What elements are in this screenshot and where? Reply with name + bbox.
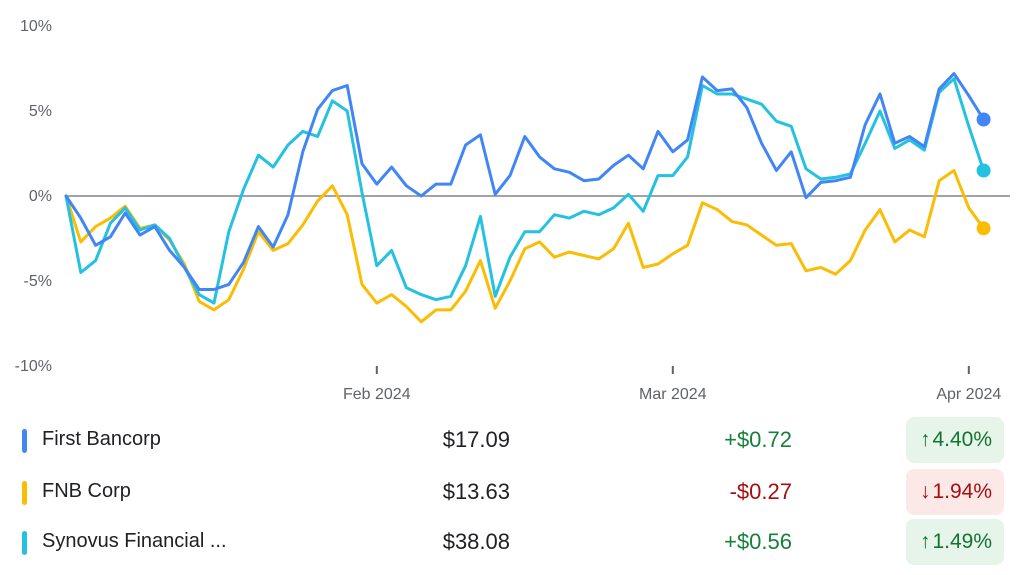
y-tick-label: -5% (24, 273, 52, 290)
x-axis: Feb 2024 Mar 2024 Apr 2024 (343, 366, 1001, 403)
price-change: +$0.72 (724, 427, 792, 452)
series-line-2 (64, 77, 986, 305)
y-tick-label: -10% (15, 358, 52, 375)
series-end-dot-1 (976, 221, 991, 236)
series-layer (64, 72, 991, 324)
percent-change-value: 1.94% (932, 480, 992, 503)
legend-row-synovus-financial[interactable]: Synovus Financial ... $38.08 +$0.56 ↑1.4… (0, 516, 1024, 568)
x-tick-label: Mar 2024 (639, 386, 707, 403)
y-tick-label: 0% (29, 188, 52, 205)
series-color-swatch (22, 429, 27, 453)
arrow-up-icon: ↑ (919, 530, 931, 553)
percent-change-badge: ↑4.40% (905, 417, 1004, 463)
price-change: -$0.27 (729, 479, 792, 504)
company-name: First Bancorp (42, 428, 161, 450)
stock-price: $13.63 (442, 479, 510, 504)
series-line-1 (64, 169, 986, 324)
y-tick-label: 10% (20, 18, 52, 35)
stock-comparison-chart: 10% 5% 0% -5% -10% Feb 2024 Mar 2024 Apr 2024 (15, 18, 1010, 403)
arrow-up-icon: ↑ (919, 428, 931, 451)
percent-change-value: 1.49% (932, 530, 992, 553)
series-end-dot-2 (976, 163, 991, 178)
legend-row-first-bancorp[interactable]: First Bancorp $17.09 +$0.72 ↑4.40% (0, 414, 1024, 466)
percent-change-badge: ↓1.94% (905, 469, 1004, 515)
company-name: FNB Corp (42, 480, 131, 502)
series-color-swatch (22, 481, 27, 505)
stock-price: $17.09 (442, 427, 510, 452)
stock-price: $38.08 (442, 529, 510, 554)
arrow-down-icon: ↓ (919, 480, 931, 503)
x-tick-label: Feb 2024 (343, 386, 411, 403)
percent-change-badge: ↑1.49% (905, 519, 1004, 565)
series-end-dot-0 (976, 112, 991, 127)
legend-row-fnb-corp[interactable]: FNB Corp $13.63 -$0.27 ↓1.94% (0, 466, 1024, 518)
percent-change-value: 4.40% (932, 428, 992, 451)
y-axis: 10% 5% 0% -5% -10% (15, 18, 52, 375)
series-color-swatch (22, 531, 27, 555)
company-name: Synovus Financial ... (42, 530, 227, 552)
y-tick-label: 5% (29, 103, 52, 120)
x-tick-label: Apr 2024 (936, 386, 1001, 403)
price-change: +$0.56 (724, 529, 792, 554)
series-line-0 (64, 72, 986, 291)
